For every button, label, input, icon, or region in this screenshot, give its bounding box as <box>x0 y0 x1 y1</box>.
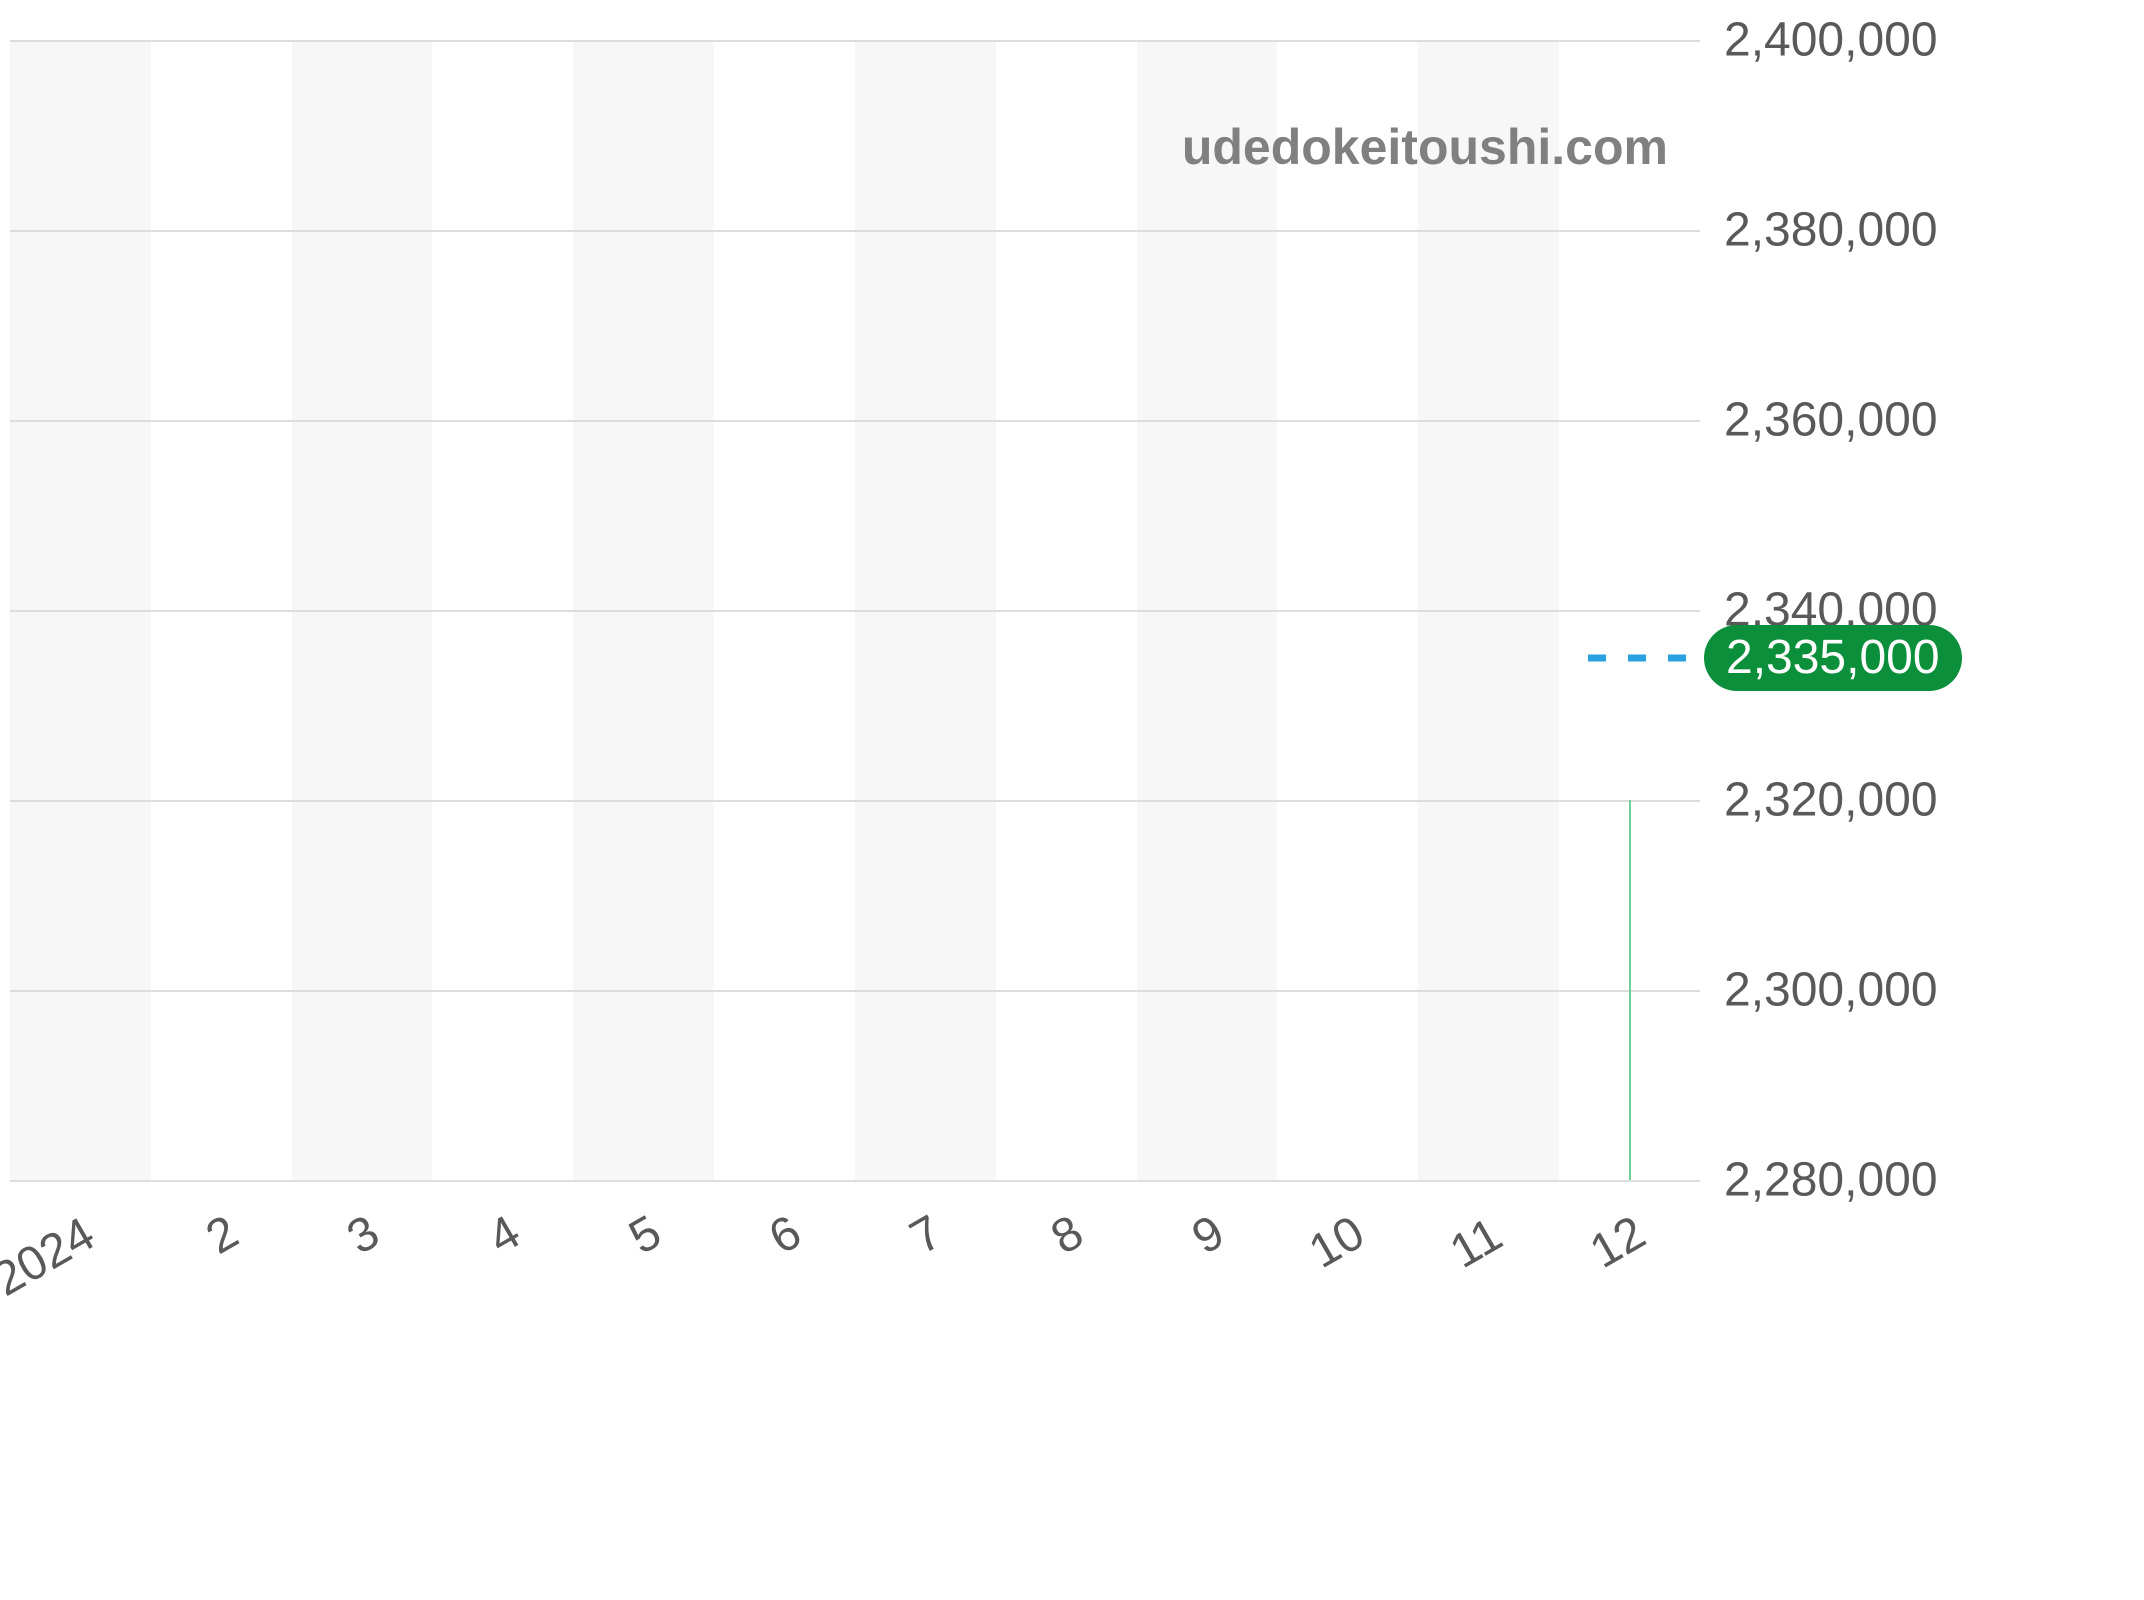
y-tick-label: 2,360,000 <box>1724 393 1938 448</box>
x-tick-label: 6 <box>760 1205 811 1266</box>
gridline <box>10 1180 1700 1182</box>
gridline <box>10 800 1700 802</box>
price-chart: 2,280,0002,300,0002,320,0002,340,0002,36… <box>0 0 2144 1600</box>
x-tick-label: 4 <box>479 1205 530 1266</box>
x-tick-label: 3 <box>338 1205 389 1266</box>
x-tick-label: 12 <box>1581 1205 1655 1279</box>
gridline <box>10 230 1700 232</box>
y-tick-label: 2,280,000 <box>1724 1153 1938 1208</box>
current-value-label: 2,335,000 <box>1726 630 1940 685</box>
gridline <box>10 990 1700 992</box>
y-tick-label: 2,400,000 <box>1724 13 1938 68</box>
x-tick-label: 8 <box>1042 1205 1093 1266</box>
current-value-badge: 2,335,000 <box>1704 625 1962 691</box>
avg-line-dash <box>1668 654 1686 661</box>
gridline <box>10 40 1700 42</box>
volume-bar <box>1629 800 1631 1180</box>
y-tick-label: 2,380,000 <box>1724 203 1938 258</box>
x-tick-label: 2024 <box>0 1206 104 1307</box>
x-tick-label: 9 <box>1183 1205 1234 1266</box>
y-tick-label: 2,320,000 <box>1724 773 1938 828</box>
avg-line-dash <box>1588 654 1606 661</box>
x-tick-label: 7 <box>901 1205 952 1266</box>
gridline <box>10 610 1700 612</box>
y-tick-label: 2,300,000 <box>1724 963 1938 1018</box>
watermark-text: udedokeitoushi.com <box>1182 118 1668 176</box>
x-tick-label: 5 <box>620 1205 671 1266</box>
x-tick-label: 11 <box>1441 1207 1512 1280</box>
avg-line-dash <box>1628 654 1646 661</box>
x-tick-label: 10 <box>1300 1205 1374 1279</box>
gridline <box>10 420 1700 422</box>
x-tick-label: 2 <box>197 1205 248 1266</box>
plot-area <box>10 40 1700 1180</box>
